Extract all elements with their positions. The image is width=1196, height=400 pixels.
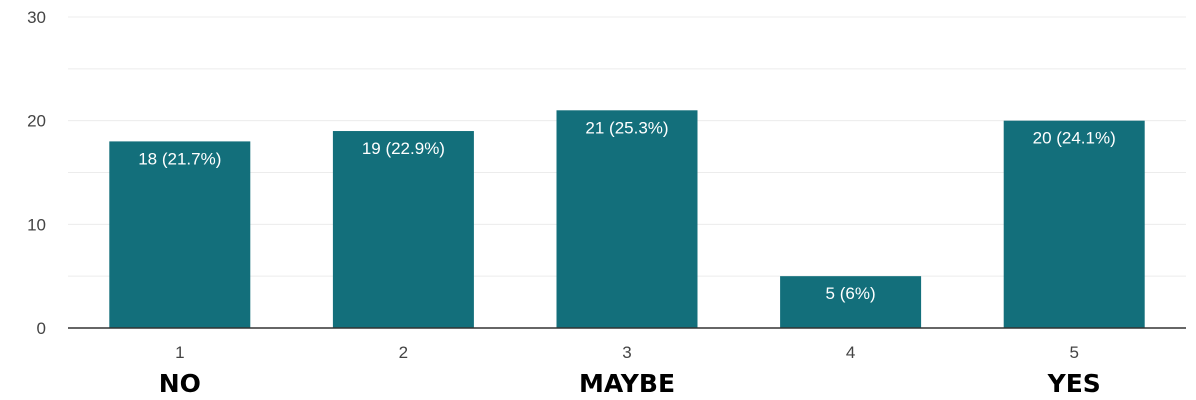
bar-3 (556, 110, 698, 328)
anchor-label: MAYBE (579, 369, 675, 398)
data-label: 21 (25.3%) (585, 118, 668, 137)
anchor-label: NO (159, 369, 201, 398)
y-tick-label: 20 (27, 112, 46, 131)
data-label: 18 (21.7%) (138, 149, 221, 168)
bar-1 (109, 141, 251, 328)
anchor-label: YES (1047, 369, 1101, 398)
x-tick-label: 5 (1069, 343, 1078, 362)
bar-4 (780, 276, 922, 328)
x-tick-label: 4 (846, 343, 855, 362)
data-label: 20 (24.1%) (1033, 129, 1116, 148)
y-tick-label: 0 (37, 319, 46, 338)
x-tick-label: 2 (399, 343, 408, 362)
x-tick-label: 3 (622, 343, 631, 362)
x-tick-label: 1 (175, 343, 184, 362)
data-label: 5 (6%) (826, 284, 876, 303)
y-tick-label: 10 (27, 215, 46, 234)
bar-5 (1003, 120, 1145, 329)
y-tick-label: 30 (27, 8, 46, 27)
data-label: 19 (22.9%) (362, 139, 445, 158)
bar-2 (332, 131, 474, 328)
